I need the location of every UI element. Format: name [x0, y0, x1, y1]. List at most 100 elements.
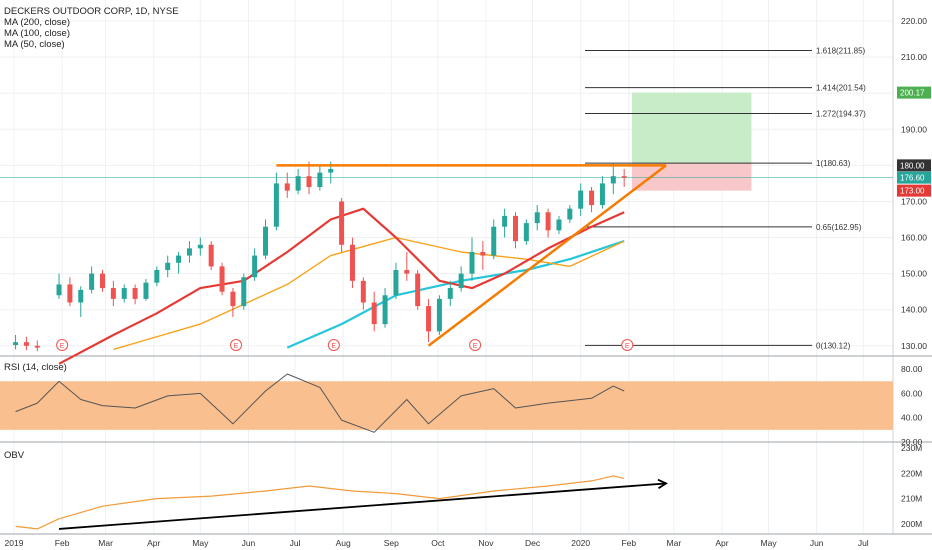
candle-body — [110, 288, 116, 299]
fib-level-label: 1.272(194.37) — [816, 110, 866, 119]
x-tick-label: Mar — [98, 538, 113, 548]
x-tick-label: Apr — [147, 538, 160, 548]
candle-body — [447, 288, 453, 299]
ma50-line — [58, 207, 625, 365]
candle-body — [556, 219, 562, 231]
earnings-marker — [230, 339, 243, 351]
chart-legend: DECKERS OUTDOOR CORP, 1D, NYSE MA (200, … — [4, 6, 179, 50]
x-tick-label: Aug — [336, 538, 351, 548]
x-tick-label: 2020 — [571, 538, 590, 548]
earnings-marker — [469, 339, 482, 351]
candle-body — [186, 248, 192, 256]
rsi-tick-label: 20.00 — [901, 437, 923, 447]
rsi-tick-label: 40.00 — [901, 413, 923, 423]
obv-arrow-head — [657, 478, 668, 490]
earnings-marker-label: E — [625, 343, 630, 350]
candle-body — [99, 273, 105, 289]
candle-body — [349, 244, 355, 281]
x-tick-label: Mar — [667, 538, 682, 548]
candle-body — [176, 255, 182, 263]
candle-body — [393, 270, 399, 296]
candle-body — [523, 223, 529, 242]
candle-body — [143, 282, 149, 299]
candle-body — [371, 302, 377, 325]
x-tick-label: Jun — [242, 538, 256, 548]
candle-body — [491, 226, 497, 256]
legend-ma50[interactable]: MA (50, close) — [4, 39, 65, 50]
symbol-title[interactable]: DECKERS OUTDOOR CORP, 1D, NYSE — [4, 6, 179, 17]
candle-body — [567, 208, 573, 220]
rsi-pane-label[interactable]: RSI (14, close) — [4, 362, 67, 373]
candle-body — [480, 251, 486, 256]
candle-body — [306, 176, 312, 188]
candle-body — [578, 190, 584, 209]
rising-trendline — [427, 164, 667, 347]
fib-level-label: 0.65(162.95) — [816, 223, 862, 232]
earnings-marker-label: E — [473, 343, 478, 350]
candle-body — [34, 345, 40, 348]
candle-body — [534, 212, 540, 224]
price-tick-label: 190.00 — [901, 124, 927, 134]
candle-body — [621, 176, 627, 178]
candle-body — [284, 183, 290, 191]
rsi-band — [0, 381, 893, 430]
fib-level-label: 1.618(211.85) — [816, 46, 866, 55]
fib-level-label: 1(180.63) — [816, 159, 851, 168]
candle-body — [512, 215, 518, 242]
price-tick-label: 170.00 — [901, 196, 927, 206]
candle-body — [23, 342, 29, 346]
price-axis-tag — [897, 184, 931, 197]
price-axis-tag-label: 180.00 — [900, 161, 925, 170]
candle-body — [545, 212, 551, 231]
earnings-marker-label: E — [331, 343, 336, 350]
x-tick-label: Jun — [810, 538, 824, 548]
candle-body — [426, 306, 432, 332]
price-tick-label: 130.00 — [901, 341, 927, 351]
price-axis-tag — [897, 159, 931, 172]
obv-line — [15, 475, 625, 530]
price-tick-label: 160.00 — [901, 233, 927, 243]
candle-body — [589, 190, 595, 206]
earnings-marker-label: E — [60, 343, 65, 350]
candle-body — [132, 288, 138, 299]
price-axis-tag — [897, 86, 931, 99]
x-tick-label: Feb — [55, 538, 70, 548]
candle-body — [56, 284, 62, 296]
candle-body — [404, 270, 410, 274]
candle-body — [317, 172, 323, 188]
legend-ma200[interactable]: MA (200, close) — [4, 17, 70, 28]
candle-body — [67, 284, 73, 303]
legend-ma100[interactable]: MA (100, close) — [4, 28, 70, 39]
candle-body — [469, 251, 475, 274]
earnings-marker — [56, 339, 69, 351]
candle-body — [241, 277, 247, 307]
price-axis-tag — [897, 171, 931, 184]
candle-body — [610, 176, 616, 184]
obv-tick-label: 210M — [901, 494, 922, 504]
price-tick-label: 140.00 — [901, 305, 927, 315]
price-axis-tag-label: 176.60 — [900, 174, 925, 183]
obv-pane-label[interactable]: OBV — [4, 450, 25, 461]
candle-body — [436, 298, 442, 332]
candle-body — [599, 183, 605, 206]
candle-body — [415, 273, 421, 307]
candle-body — [197, 244, 203, 249]
rsi-line — [15, 373, 625, 433]
x-tick-label: Nov — [478, 538, 494, 548]
candle-body — [502, 215, 508, 227]
candle-body — [154, 270, 160, 283]
obv-trend-arrow — [58, 482, 667, 530]
candle-body — [273, 183, 279, 227]
x-tick-label: Jul — [858, 538, 869, 548]
candle-body — [458, 273, 464, 289]
x-tick-label: Feb — [621, 538, 636, 548]
x-tick-label: May — [192, 538, 209, 548]
x-tick-label: 2019 — [5, 538, 24, 548]
earnings-marker — [621, 339, 634, 351]
target-zone — [631, 92, 752, 164]
rsi-tick-label: 60.00 — [901, 388, 923, 398]
candle-body — [360, 280, 366, 303]
x-tick-label: Sep — [384, 538, 399, 548]
